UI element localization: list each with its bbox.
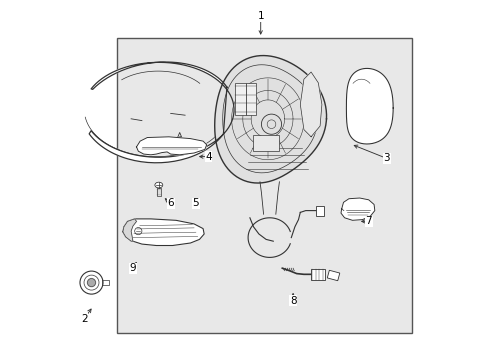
Polygon shape xyxy=(214,55,326,183)
FancyArrow shape xyxy=(103,280,106,285)
Bar xyxy=(117,38,411,333)
Bar xyxy=(157,188,160,196)
Polygon shape xyxy=(340,198,374,220)
Text: 5: 5 xyxy=(192,198,199,208)
Bar xyxy=(235,83,245,115)
Text: 4: 4 xyxy=(205,152,211,162)
Polygon shape xyxy=(136,137,206,155)
Bar xyxy=(246,83,256,115)
Bar xyxy=(316,206,324,216)
Polygon shape xyxy=(89,62,234,163)
Text: 7: 7 xyxy=(365,216,371,226)
Polygon shape xyxy=(122,219,136,241)
Bar xyxy=(253,135,278,151)
Bar xyxy=(310,269,324,280)
Polygon shape xyxy=(122,219,204,246)
Polygon shape xyxy=(346,68,392,144)
Polygon shape xyxy=(300,72,321,137)
Text: 3: 3 xyxy=(383,153,389,163)
Circle shape xyxy=(80,271,103,294)
Text: 6: 6 xyxy=(167,198,174,208)
Ellipse shape xyxy=(155,182,163,188)
Text: 2: 2 xyxy=(81,314,87,324)
Bar xyxy=(102,280,108,285)
Circle shape xyxy=(87,279,95,287)
Text: 1: 1 xyxy=(257,11,264,21)
Text: 8: 8 xyxy=(289,296,296,306)
Bar xyxy=(326,270,339,281)
Text: 9: 9 xyxy=(129,263,136,273)
